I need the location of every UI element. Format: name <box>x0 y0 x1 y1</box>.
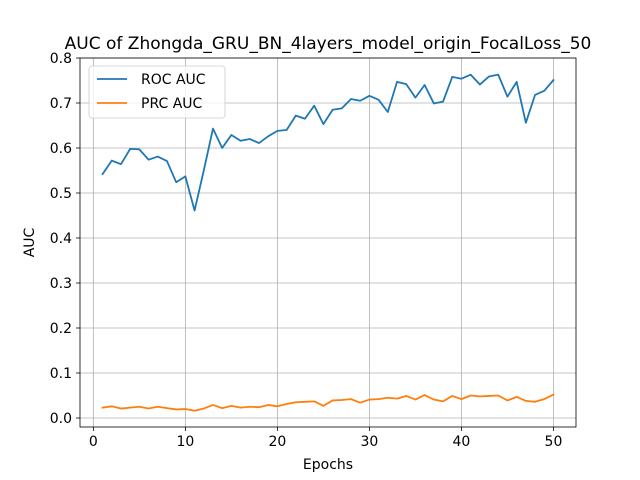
y-tick-label: 0.2 <box>50 321 72 337</box>
legend-label-prc: PRC AUC <box>141 96 203 112</box>
x-tick-label: 10 <box>176 434 194 450</box>
grid <box>80 57 576 427</box>
y-tick-label: 0.7 <box>50 96 72 112</box>
y-tick-label: 0.1 <box>50 366 72 382</box>
y-tick-label: 0.6 <box>50 141 72 157</box>
plot-frame <box>79 57 577 428</box>
x-axis: 0 10 20 30 40 50 <box>89 427 562 450</box>
y-axis: 0.0 0.1 0.2 0.3 0.4 0.5 0.6 0.7 0.8 <box>50 51 80 427</box>
x-tick-label: 20 <box>268 434 286 450</box>
y-tick-label: 0.8 <box>50 51 72 67</box>
series-line-roc-auc <box>101 73 555 212</box>
x-tick-label: 30 <box>360 434 378 450</box>
y-tick-label: 0.3 <box>50 276 72 292</box>
y-tick-label: 0.4 <box>50 231 72 247</box>
y-tick-label: 0.5 <box>50 186 72 202</box>
y-axis-label: AUC <box>22 227 38 257</box>
series-line-prc-auc <box>101 393 555 412</box>
chart-title: AUC of Zhongda_GRU_BN_4layers_model_orig… <box>65 34 592 54</box>
x-axis-label: Epochs <box>303 457 353 473</box>
x-tick-label: 40 <box>453 434 471 450</box>
legend-label-roc: ROC AUC <box>141 72 206 88</box>
x-tick-label: 0 <box>89 434 98 450</box>
legend: ROC AUC PRC AUC <box>88 65 226 119</box>
y-tick-label: 0.0 <box>50 411 72 427</box>
x-tick-label: 50 <box>545 434 563 450</box>
series-layer <box>101 73 555 412</box>
